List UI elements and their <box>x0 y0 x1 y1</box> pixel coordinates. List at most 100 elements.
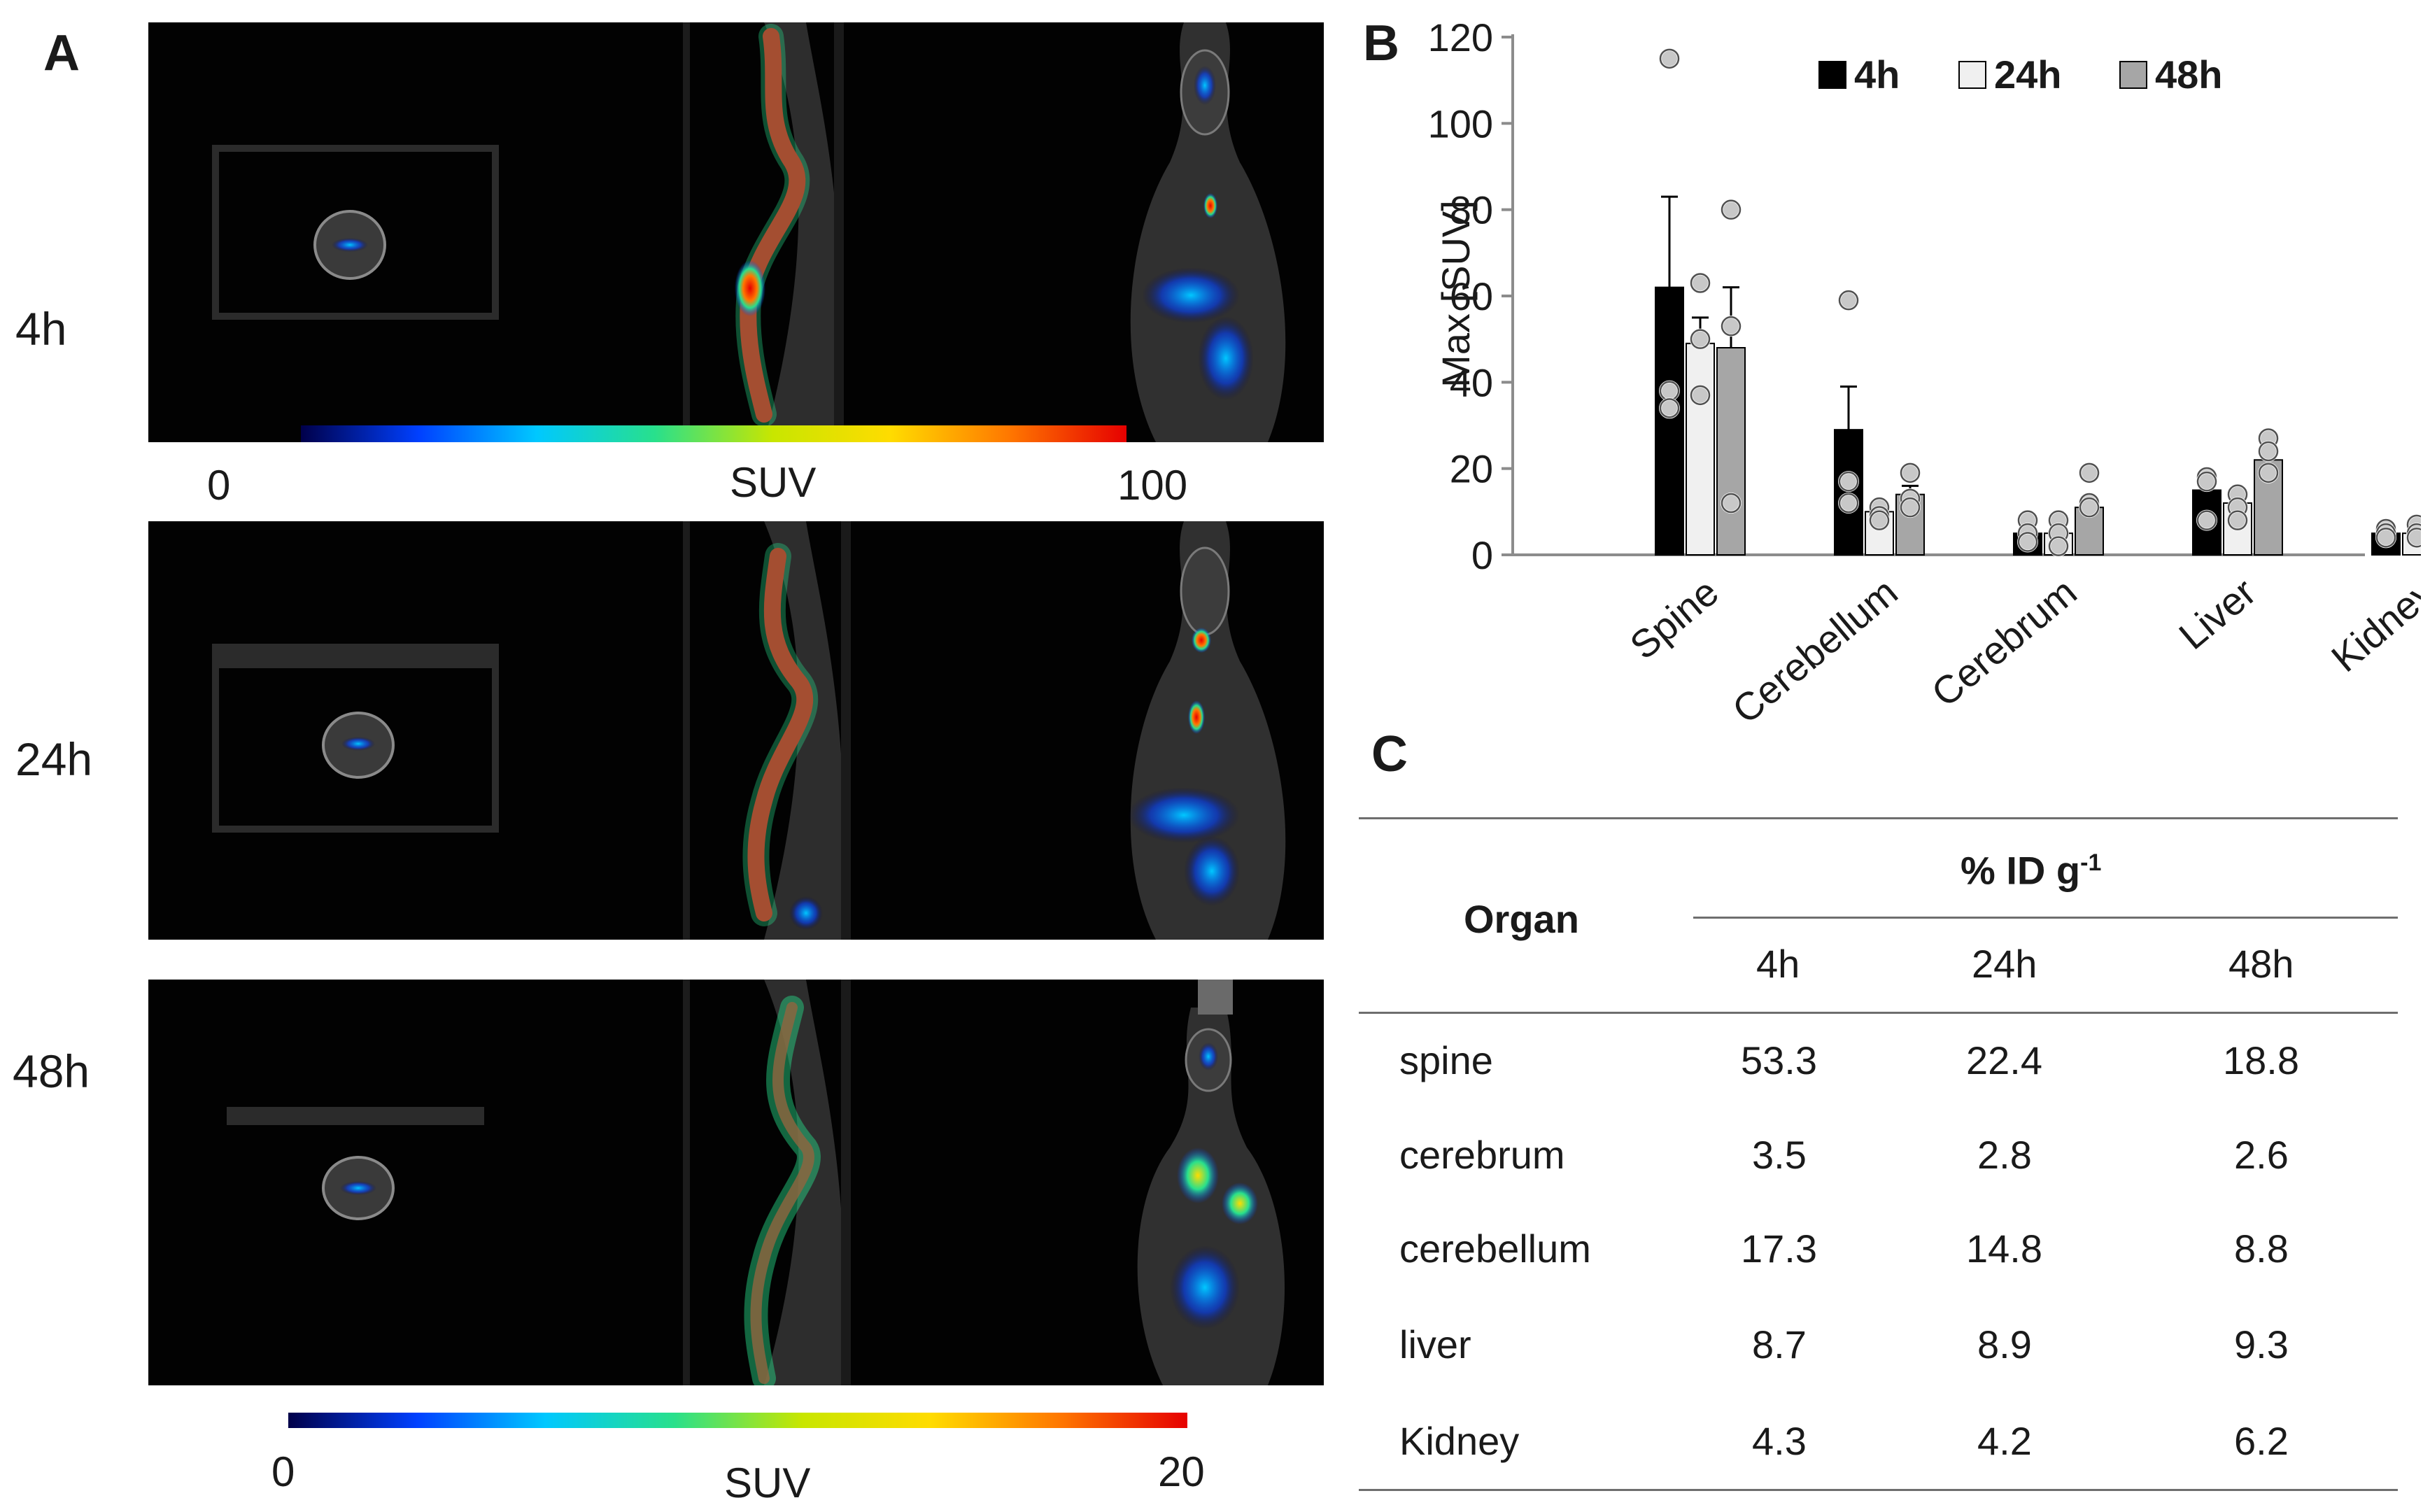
data-point-outline <box>1838 471 1859 492</box>
data-point-outline <box>1838 493 1859 514</box>
data-point-outline <box>2375 528 2396 548</box>
pet-image-24h <box>212 521 1286 940</box>
panel-b-label: B <box>1363 15 1399 71</box>
data-point-outline <box>1721 316 1742 337</box>
table-header-organ: Organ <box>1464 897 1579 941</box>
colorbar-top-title: SUV <box>730 459 817 506</box>
bar-48h-Spine <box>1716 347 1746 556</box>
table-header-group-sup: -1 <box>2080 849 2102 876</box>
data-point-outline <box>2079 497 2100 518</box>
legend-swatch-4h <box>1818 61 1846 89</box>
data-point-outline <box>2406 528 2421 548</box>
legend-label-4h: 4h <box>1854 52 1900 97</box>
data-point-outline <box>1869 510 1890 530</box>
bar-4h-Cerebellum <box>1834 429 1863 556</box>
colorbar-bottom-max: 20 <box>1158 1448 1205 1495</box>
data-point-outline <box>1690 385 1711 406</box>
table-cell-value: 8.8 <box>2234 1227 2289 1271</box>
pet-image-strip-24h <box>148 521 1324 940</box>
colorbar-top-max: 100 <box>1117 462 1188 509</box>
y-tick-label: 120 <box>1428 15 1493 59</box>
data-point-outline <box>2196 510 2217 530</box>
x-tick-label: Cerebellum <box>1724 570 1906 732</box>
y-tick-label: 0 <box>1471 533 1493 577</box>
table-cell-value: 53.3 <box>1741 1038 1817 1082</box>
data-point-outline <box>2258 441 2279 462</box>
table-cell-value: 8.9 <box>1977 1322 2032 1366</box>
table-cell-organ: liver <box>1399 1322 1471 1366</box>
data-point-outline <box>2048 536 2069 556</box>
panel-a-label: A <box>43 25 80 81</box>
colorbar-bottom-min: 0 <box>271 1448 295 1495</box>
y-tick-label: 60 <box>1450 274 1493 318</box>
table-cell-value: 2.8 <box>1977 1133 2032 1177</box>
table-cell-value: 4.2 <box>1977 1419 2032 1463</box>
bar-4h-Spine <box>1655 286 1684 556</box>
table-cell-value: 4.3 <box>1752 1419 1807 1463</box>
y-tick-label: 80 <box>1450 188 1493 232</box>
data-point-outline <box>1900 462 1921 483</box>
table-cell-value: 22.4 <box>1966 1038 2042 1082</box>
row-label-48h: 48h <box>13 1045 90 1097</box>
legend-label-24h: 24h <box>1994 52 2062 97</box>
colorbar-bottom-title: SUV <box>724 1460 811 1506</box>
data-point-outline <box>1900 497 1921 518</box>
panel-c-label: C <box>1371 726 1408 782</box>
table-cell-value: 2.6 <box>2234 1133 2289 1177</box>
data-point-outline <box>2079 462 2100 483</box>
table-top-rule <box>1359 817 2398 819</box>
bar-24h-Spine <box>1686 342 1715 556</box>
colorbar-top-min: 0 <box>207 462 231 509</box>
data-point-outline <box>2196 471 2217 492</box>
table-cell-value: 3.5 <box>1752 1133 1807 1177</box>
data-point-outline <box>1721 493 1742 514</box>
table-cell-value: 17.3 <box>1741 1227 1817 1271</box>
row-label-24h: 24h <box>15 733 93 785</box>
y-axis-label: Max [SUV] <box>1434 200 1478 388</box>
table-cell-value: 9.3 <box>2234 1322 2289 1366</box>
table-cell-value: 14.8 <box>1966 1227 2042 1271</box>
data-point-outline <box>1690 273 1711 293</box>
legend-swatch-48h <box>2119 61 2147 89</box>
table-col-48h: 48h <box>2228 942 2294 986</box>
data-point-outline <box>2017 532 2038 552</box>
pet-image-4h <box>212 22 1286 442</box>
data-point-outline <box>1659 398 1680 418</box>
y-tick-label: 20 <box>1450 447 1493 491</box>
legend-swatch-24h <box>1958 61 1986 89</box>
y-tick-label: 100 <box>1428 101 1493 146</box>
table-bottom-rule <box>1359 1489 2398 1491</box>
table-header-group: % ID g-1 <box>1961 851 2101 891</box>
table-col-4h: 4h <box>1756 942 1800 986</box>
x-tick-label: Cerebrum <box>1923 570 2084 715</box>
pet-image-strip-48h <box>148 980 1324 1385</box>
colorbar-4h-scale <box>301 425 1126 442</box>
x-tick-label: Kidney <box>2323 570 2421 680</box>
colorbar-bottom-scale <box>288 1413 1187 1428</box>
data-point-outline <box>1690 329 1711 349</box>
row-label-4h: 4h <box>15 303 67 355</box>
table-header-rule <box>1359 1012 2398 1014</box>
table-group-rule <box>1693 917 2398 919</box>
pet-image-strip-4h <box>148 22 1324 442</box>
data-point-outline <box>1721 199 1742 220</box>
table-col-24h: 24h <box>1972 942 2037 986</box>
table-cell-organ: Kidney <box>1399 1419 1520 1463</box>
y-tick-label: 40 <box>1450 360 1493 404</box>
table-cell-organ: cerebellum <box>1399 1227 1591 1271</box>
data-point-outline <box>2227 510 2248 530</box>
legend-label-48h: 48h <box>2155 52 2223 97</box>
table-cell-value: 18.8 <box>2223 1038 2299 1082</box>
table-cell-organ: cerebrum <box>1399 1133 1565 1177</box>
pet-image-48h <box>227 980 1285 1385</box>
table-cell-organ: spine <box>1399 1038 1493 1082</box>
x-tick-label: Spine <box>1621 570 1726 667</box>
table-header-group-title: % ID g <box>1961 848 2081 893</box>
x-tick-label: Liver <box>2170 570 2263 658</box>
table-cell-value: 8.7 <box>1752 1322 1807 1366</box>
data-point-outline <box>1838 290 1859 311</box>
table-cell-value: 6.2 <box>2234 1419 2289 1463</box>
data-point-outline <box>1659 48 1680 69</box>
data-point-outline <box>2258 462 2279 483</box>
